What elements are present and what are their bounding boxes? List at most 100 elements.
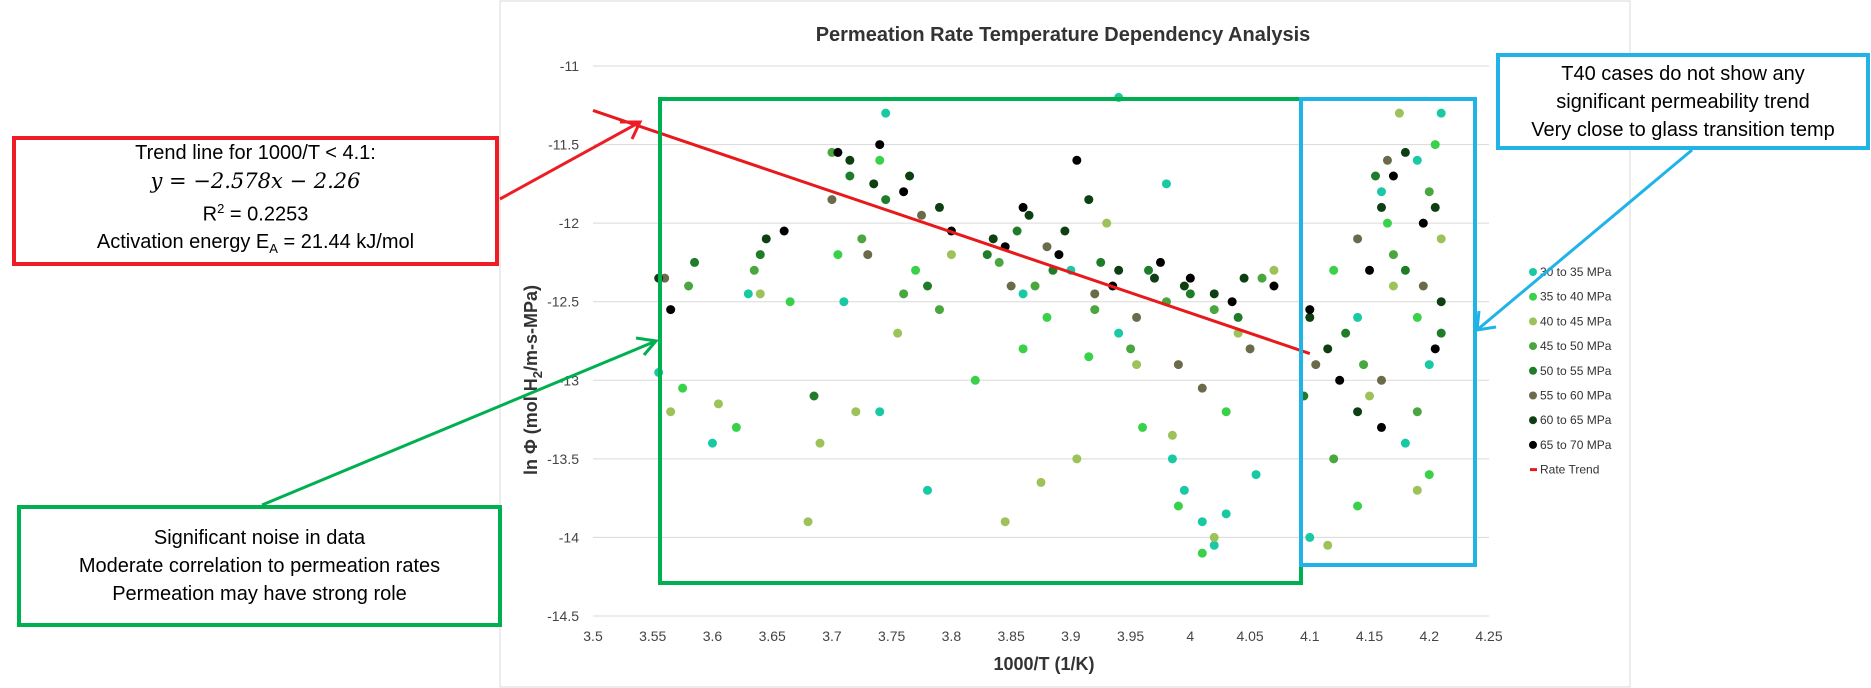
x-tick-label: 3.9 <box>1061 628 1081 644</box>
legend-swatch <box>1529 317 1537 326</box>
data-point <box>1042 242 1052 252</box>
data-point <box>1323 540 1333 550</box>
data-point <box>1042 312 1052 322</box>
data-point <box>863 250 873 260</box>
data-point <box>1185 273 1195 283</box>
y-axis-ticks: -11-11.5-12-12.5-13-13.5-14-14.5 <box>547 58 579 624</box>
data-point <box>1424 360 1434 370</box>
data-point <box>833 250 843 260</box>
data-point <box>1251 470 1261 480</box>
y-tick-label: -13.5 <box>547 451 579 467</box>
y-tick-label: -14 <box>559 529 579 545</box>
data-point <box>1388 250 1398 260</box>
x-tick-label: 4.15 <box>1356 628 1383 644</box>
data-point <box>1329 454 1339 464</box>
data-point <box>785 297 795 307</box>
callout-noise-line-2: Moderate correlation to permeation rates <box>78 555 441 577</box>
data-point <box>1394 108 1404 118</box>
legend-swatch <box>1529 268 1537 276</box>
data-point <box>1084 195 1094 205</box>
gridlines <box>593 65 1489 617</box>
data-point <box>1227 297 1237 307</box>
x-tick-label: 3.85 <box>998 628 1025 644</box>
data-point <box>1155 257 1165 267</box>
y-tick-label: -12 <box>559 215 579 231</box>
x-tick-label: 4.2 <box>1420 628 1440 644</box>
callout-t40-line-2: significant permeability trend <box>1556 90 1810 113</box>
x-tick-label: 3.95 <box>1117 628 1144 644</box>
data-point <box>869 179 879 189</box>
data-point <box>1000 517 1010 527</box>
data-point <box>1072 155 1082 165</box>
noise-callout: Significant noise in data Moderate corre… <box>17 505 502 627</box>
data-point <box>1400 438 1410 448</box>
legend-label: 55 to 60 MPa <box>1540 389 1612 403</box>
trend-line-callout: Trend line for 1000/T < 4.1: y = −2.578x… <box>12 136 499 266</box>
legend-swatch <box>1529 292 1537 301</box>
x-tick-label: 4 <box>1186 628 1194 644</box>
data-point <box>923 281 933 291</box>
trend-line <box>592 109 1311 355</box>
data-point <box>970 375 980 385</box>
data-point <box>1090 289 1100 299</box>
legend-label: Rate Trend <box>1540 463 1599 477</box>
data-point <box>851 407 861 417</box>
data-point <box>1412 485 1422 495</box>
data-point <box>1161 179 1171 189</box>
green-arrow <box>261 336 659 507</box>
data-point <box>917 210 927 220</box>
data-point <box>1305 312 1315 322</box>
x-axis-ticks: 3.5 3.55 3.6 3.65 3.7 3.75 3.8 3.85 3.9 3.95 4 4.05… <box>583 628 1503 644</box>
data-point <box>905 171 915 181</box>
data-point <box>827 195 837 205</box>
data-point <box>1341 328 1351 338</box>
legend: 30 to 35 MPa 35 to 40 MPa 40 to 45 MPa 45 t… <box>1529 265 1612 477</box>
data-point <box>1376 375 1386 385</box>
x-tick-label: 3.5 <box>583 628 603 644</box>
data-point <box>1424 470 1434 480</box>
data-point <box>911 265 921 275</box>
data-point <box>1412 312 1422 322</box>
data-point <box>1371 171 1381 181</box>
x-tick-label: 3.7 <box>822 628 842 644</box>
data-point <box>1400 265 1410 275</box>
data-point <box>1257 273 1267 283</box>
data-point <box>881 195 891 205</box>
data-point <box>1329 265 1339 275</box>
data-point <box>1132 360 1142 370</box>
legend-label: 50 to 55 MPa <box>1540 364 1612 378</box>
x-tick-label: 3.8 <box>942 628 962 644</box>
data-point <box>1436 297 1446 307</box>
data-point <box>1430 344 1440 354</box>
data-point <box>1173 501 1183 511</box>
legend-swatch <box>1529 440 1537 449</box>
data-point <box>1018 344 1028 354</box>
data-point <box>1424 187 1434 197</box>
data-point <box>1353 407 1363 417</box>
data-point <box>934 202 944 212</box>
data-point <box>982 250 992 260</box>
x-tick-label: 4.25 <box>1475 628 1502 644</box>
data-point <box>707 438 717 448</box>
data-point <box>1376 187 1386 197</box>
data-point <box>1269 265 1279 275</box>
legend-swatch <box>1529 366 1537 375</box>
data-point <box>1090 305 1100 315</box>
legend-label: 40 to 45 MPa <box>1540 314 1612 328</box>
legend-label: 35 to 40 MPa <box>1540 290 1612 304</box>
data-point <box>1197 517 1207 527</box>
callout-trend-heading: Trend line for 1000/T < 4.1: <box>135 141 376 164</box>
data-point <box>857 234 867 244</box>
data-point <box>1418 281 1428 291</box>
callout-t40-line-3: Very close to glass transition temp <box>1531 118 1835 141</box>
data-point <box>1144 265 1154 275</box>
legend-swatch <box>1529 391 1537 400</box>
data-point <box>1179 485 1189 495</box>
data-point <box>1245 344 1255 354</box>
legend-swatch <box>1529 342 1537 351</box>
data-point <box>684 281 694 291</box>
data-point <box>1335 375 1345 385</box>
data-point <box>1400 147 1410 157</box>
data-point <box>1012 226 1022 236</box>
data-point <box>1006 281 1016 291</box>
